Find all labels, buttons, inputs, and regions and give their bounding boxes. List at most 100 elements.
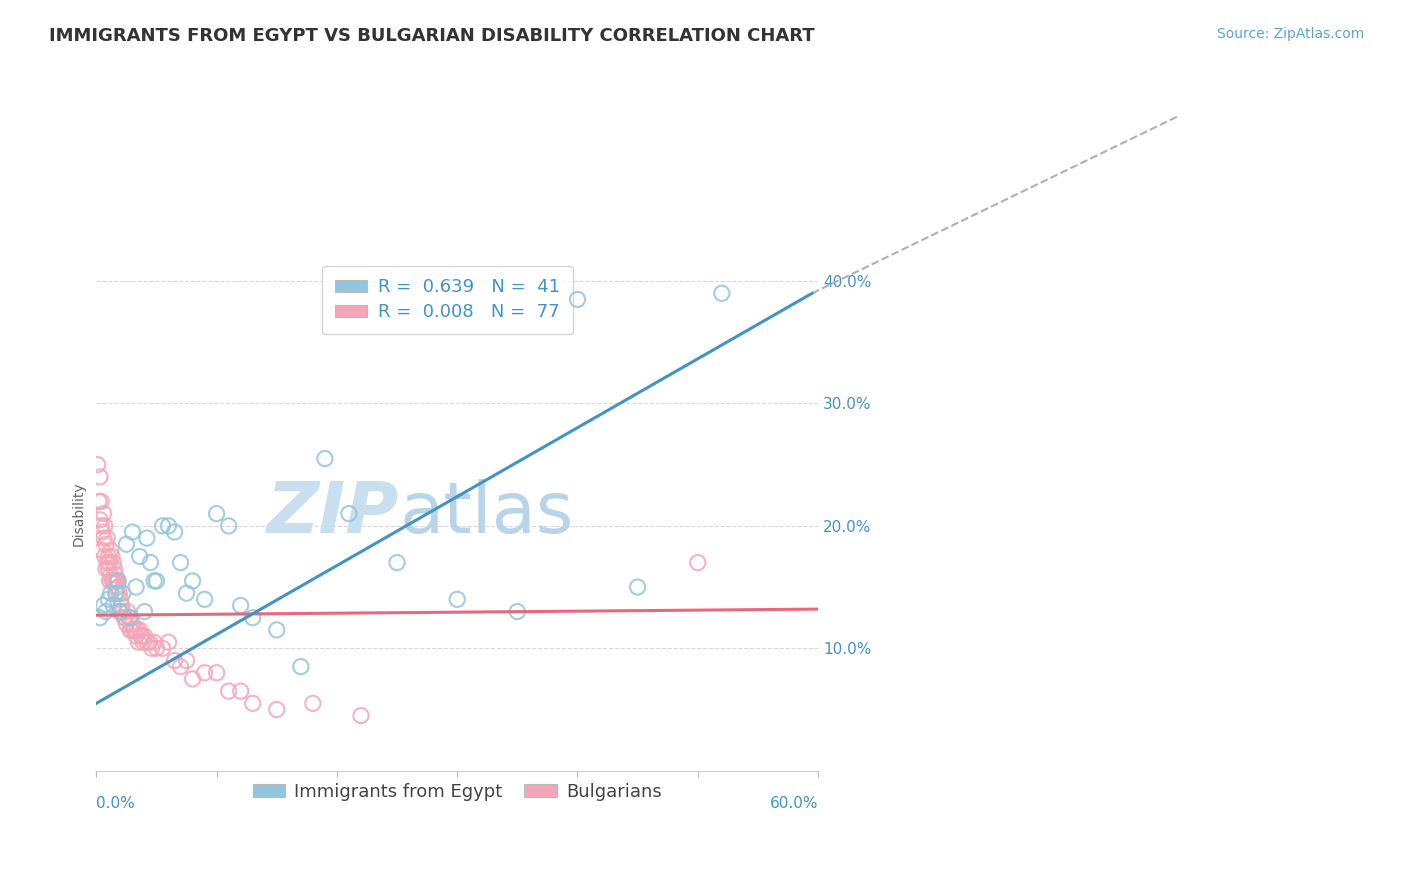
Point <box>104 586 127 600</box>
Point <box>143 635 166 649</box>
Point <box>114 610 136 624</box>
Point <box>93 531 115 545</box>
Point <box>266 702 288 716</box>
Point <box>121 524 143 539</box>
Point <box>89 513 111 527</box>
Point <box>125 580 148 594</box>
Text: Source: ZipAtlas.com: Source: ZipAtlas.com <box>1216 27 1364 41</box>
Point <box>176 653 198 667</box>
Point <box>89 470 111 484</box>
Text: atlas: atlas <box>399 479 574 549</box>
Point <box>314 451 336 466</box>
Point <box>125 629 148 643</box>
Point <box>567 293 589 307</box>
Point <box>139 556 162 570</box>
Point <box>94 519 117 533</box>
Point <box>686 556 709 570</box>
Point <box>181 574 204 588</box>
Point <box>128 623 150 637</box>
Point <box>145 574 167 588</box>
Point <box>194 592 217 607</box>
Point <box>94 562 117 576</box>
Text: IMMIGRANTS FROM EGYPT VS BULGARIAN DISABILITY CORRELATION CHART: IMMIGRANTS FROM EGYPT VS BULGARIAN DISAB… <box>49 27 815 45</box>
Point <box>94 537 117 551</box>
Point <box>98 574 121 588</box>
Point <box>181 672 204 686</box>
Point <box>134 629 156 643</box>
Point <box>242 610 264 624</box>
Point <box>710 286 733 301</box>
Point <box>108 605 131 619</box>
Point <box>135 635 157 649</box>
Point <box>627 580 650 594</box>
Point <box>218 519 240 533</box>
Point <box>108 586 131 600</box>
Text: ZIP: ZIP <box>267 479 399 549</box>
Point <box>152 519 174 533</box>
Point <box>446 592 468 607</box>
Point <box>176 586 198 600</box>
Point <box>96 556 118 570</box>
Point <box>169 556 191 570</box>
Point <box>145 641 167 656</box>
Point <box>107 580 129 594</box>
Point <box>110 599 132 613</box>
Point <box>205 507 228 521</box>
Point <box>103 599 125 613</box>
Point <box>129 629 152 643</box>
Point <box>105 574 128 588</box>
Point <box>111 586 134 600</box>
Point <box>290 659 312 673</box>
Point <box>120 623 142 637</box>
Point <box>103 556 125 570</box>
Point <box>122 623 145 637</box>
Point <box>127 623 149 637</box>
Point <box>138 635 160 649</box>
Point <box>115 616 138 631</box>
Point <box>89 610 111 624</box>
Text: 60.0%: 60.0% <box>769 797 818 812</box>
Point <box>110 605 132 619</box>
Point <box>87 494 110 508</box>
Point <box>205 665 228 680</box>
Point <box>229 684 252 698</box>
Point <box>385 556 408 570</box>
Point <box>118 610 141 624</box>
Point <box>169 659 191 673</box>
Point <box>194 665 217 680</box>
Point <box>94 605 117 619</box>
Point <box>94 549 117 564</box>
Point <box>97 549 120 564</box>
Point <box>96 531 118 545</box>
Point <box>101 549 124 564</box>
Point <box>103 574 125 588</box>
Point <box>118 623 141 637</box>
Point <box>104 567 127 582</box>
Text: 0.0%: 0.0% <box>97 797 135 812</box>
Point <box>98 556 121 570</box>
Point <box>111 605 134 619</box>
Point <box>134 605 156 619</box>
Point <box>110 592 132 607</box>
Point <box>152 641 174 656</box>
Point <box>163 653 186 667</box>
Point <box>101 574 124 588</box>
Point <box>93 599 115 613</box>
Y-axis label: Disability: Disability <box>72 482 86 546</box>
Point <box>229 599 252 613</box>
Point <box>86 458 108 472</box>
Point <box>115 537 138 551</box>
Point <box>266 623 288 637</box>
Point <box>90 519 112 533</box>
Point <box>91 524 114 539</box>
Point <box>100 567 122 582</box>
Point <box>157 635 180 649</box>
Point <box>135 531 157 545</box>
Point <box>337 507 360 521</box>
Point <box>127 635 149 649</box>
Point <box>132 635 155 649</box>
Point <box>90 494 112 508</box>
Point <box>91 543 114 558</box>
Point <box>163 524 186 539</box>
Point <box>118 610 141 624</box>
